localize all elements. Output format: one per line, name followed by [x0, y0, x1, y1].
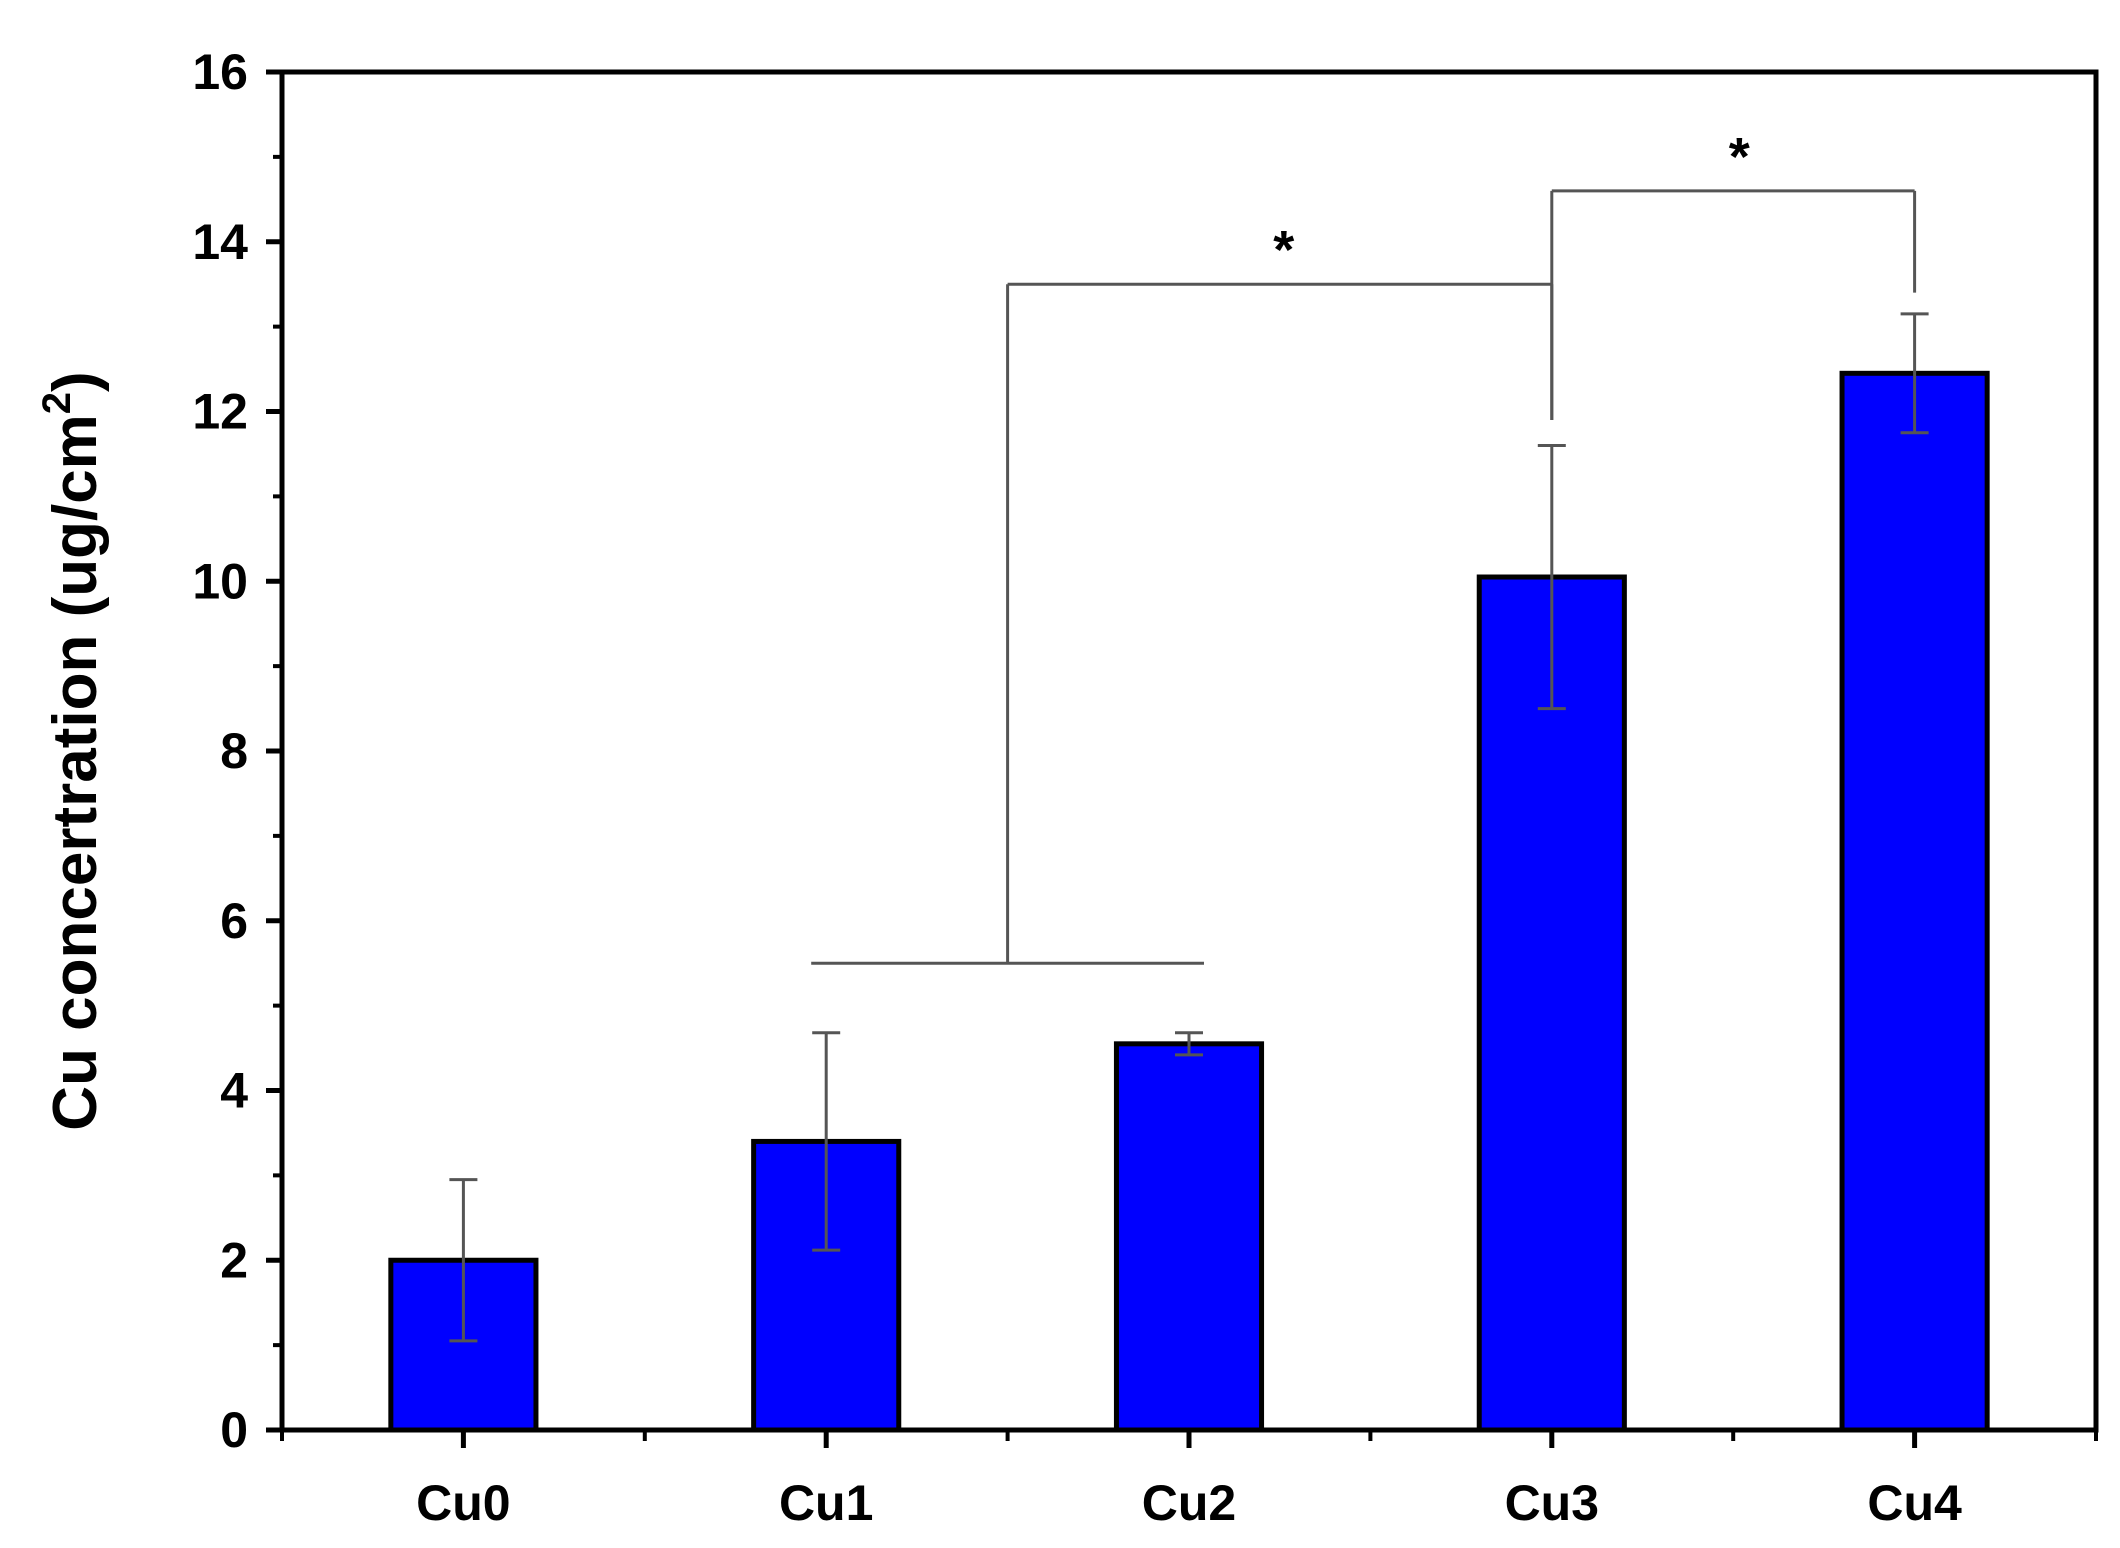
y-tick-label: 10 [192, 553, 248, 609]
y-axis-title: Cu concertration (ug/cm2) [35, 371, 110, 1130]
y-tick-label: 0 [220, 1402, 248, 1458]
y-axis-title-close: ) [41, 371, 110, 392]
y-tick-label: 4 [220, 1063, 248, 1119]
x-category-label: Cu3 [1505, 1475, 1599, 1531]
y-tick-label: 2 [220, 1232, 248, 1288]
bar [1476, 574, 1627, 1433]
y-tick-label: 14 [192, 214, 248, 270]
x-category-label: Cu0 [416, 1475, 510, 1531]
x-category-label: Cu2 [1142, 1475, 1236, 1531]
y-tick-label: 16 [192, 44, 248, 100]
y-axis-title-main: Cu concertration (ug/cm [41, 414, 110, 1131]
significance-layer: ** [811, 127, 1917, 965]
y-axis-title-superscript: 2 [35, 392, 79, 414]
bar [1839, 370, 1990, 1433]
y-tick-label: 12 [192, 384, 248, 440]
x-category-label: Cu1 [779, 1475, 873, 1531]
y-tick-label: 6 [220, 893, 248, 949]
significance-asterisk: * [1729, 127, 1750, 187]
y-tick-label: 8 [220, 723, 248, 779]
error-bars-layer [449, 312, 1929, 1343]
bars-layer [388, 370, 1990, 1433]
significance-asterisk: * [1273, 220, 1294, 280]
labels-layer: 0 2 4 6 8 10 12 14 16 Cu0 Cu1 Cu2 Cu3 Cu4 [192, 44, 1962, 1531]
x-category-label: Cu4 [1867, 1475, 1962, 1531]
bar [1113, 1041, 1265, 1433]
